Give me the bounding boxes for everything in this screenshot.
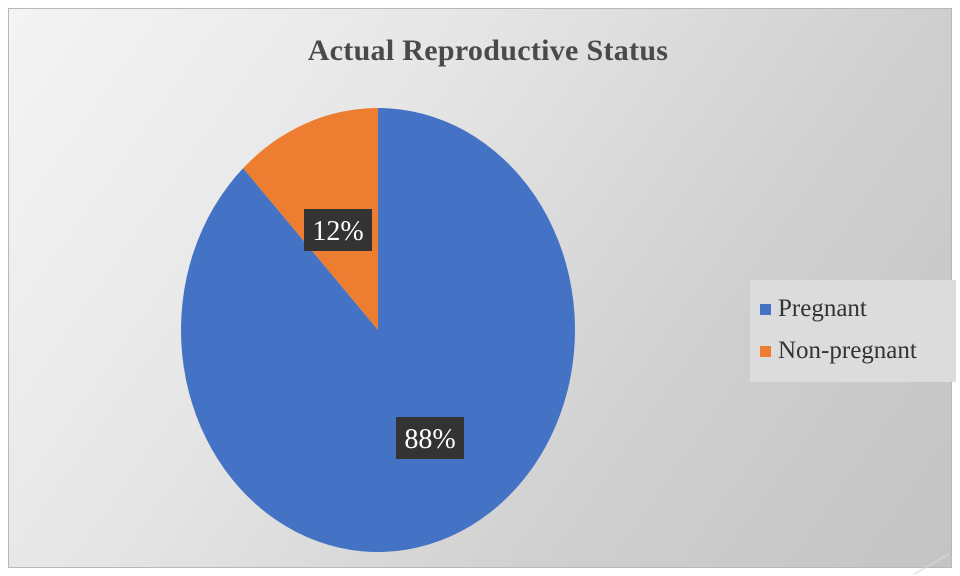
legend-item-non-pregnant: Non-pregnant — [760, 330, 956, 372]
chart-title: Actual Reproductive Status — [307, 34, 669, 67]
data-label-box-pregnant — [396, 417, 464, 459]
data-label-box-non-pregnant — [304, 209, 372, 251]
data-label-pregnant: 88% — [404, 424, 455, 455]
legend-label-non-pregnant: Non-pregnant — [778, 337, 917, 364]
data-label-non-pregnant: 12% — [312, 216, 363, 247]
legend-item-pregnant: Pregnant — [760, 288, 956, 330]
legend-label-pregnant: Pregnant — [778, 295, 867, 322]
legend-swatch-pregnant — [760, 303, 771, 315]
legend-swatch-non-pregnant — [760, 345, 771, 357]
legend: Pregnant Non-pregnant — [750, 280, 956, 382]
